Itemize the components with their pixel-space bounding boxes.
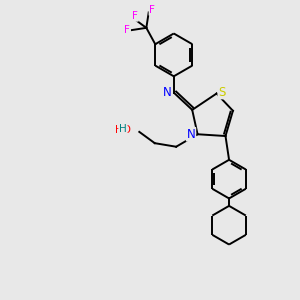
Text: S: S (218, 85, 226, 98)
Text: N: N (187, 128, 195, 141)
Text: F: F (149, 5, 155, 15)
Text: N: N (163, 86, 172, 99)
Text: H: H (119, 124, 127, 134)
Text: HO: HO (115, 125, 131, 135)
Text: F: F (124, 25, 130, 35)
Text: F: F (132, 11, 138, 21)
